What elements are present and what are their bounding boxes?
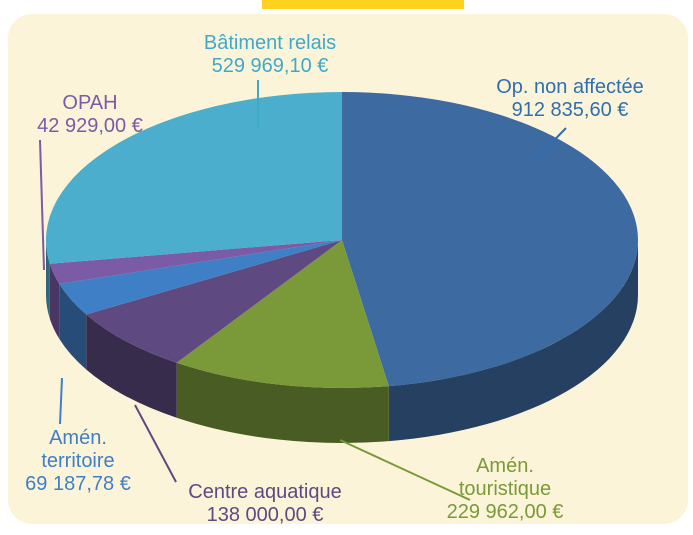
slice-label: Amén. territoire 69 187,78 € [23,427,133,496]
slice-side [59,283,87,370]
category: Centre aquatique [188,481,342,503]
slice-label: Amén. touristique 229 962,00 € [430,455,580,524]
leader-line [534,127,567,161]
value-label: 529 969,10 € [211,55,329,77]
leader-line [39,139,45,271]
category: OPAH [62,92,118,114]
slice-side [86,314,177,418]
category: Amén. territoire [41,427,115,472]
slice [46,92,343,264]
slice [342,92,639,387]
slice [176,240,389,388]
top-tab [262,0,464,9]
value-label: 138 000,00 € [206,504,324,526]
slice [59,240,342,315]
leader-line [134,404,177,483]
slice [86,240,343,363]
slice-side [46,240,50,319]
slice-side [49,263,60,339]
value-label: 42 929,00 € [37,115,143,137]
value-label: 912 835,60 € [511,99,629,121]
value-label: 229 962,00 € [446,501,564,523]
slice-label: Bâtiment relais 529 969,10 € [170,32,370,78]
category: Amén. touristique [458,455,552,500]
slice-side [176,362,389,443]
category: Bâtiment relais [203,32,337,54]
slice-side [388,240,638,442]
leader-line [59,377,63,425]
slice [49,240,342,284]
leader-line [339,439,471,501]
value-label: 69 187,78 € [25,473,131,495]
category: Op. non affectée [496,76,644,98]
slice-label: Centre aquatique 138 000,00 € [165,481,365,527]
slice-label: Op. non affectée 912 835,60 € [470,76,670,122]
slice-label: OPAH 42 929,00 € [15,92,165,138]
